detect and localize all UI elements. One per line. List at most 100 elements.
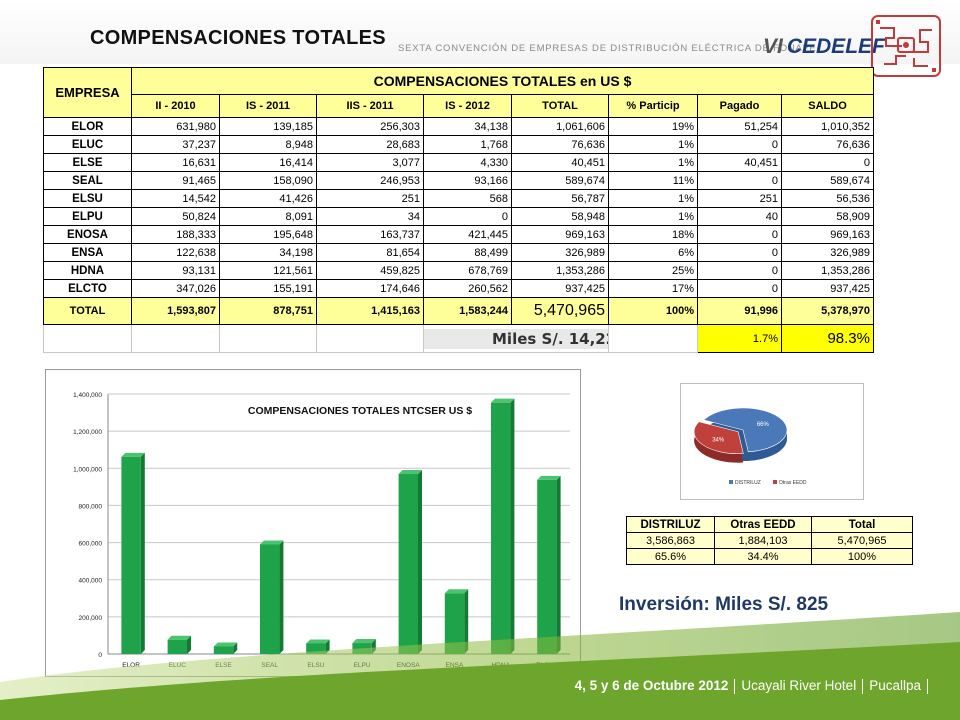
empty-cell xyxy=(43,324,132,353)
table-cell: 969,163 xyxy=(511,225,609,244)
bar-seal xyxy=(259,544,280,654)
balance-percent: 98.3% xyxy=(781,324,874,353)
pie-chart: 66% 34% DISTRILUZ Otras EEDD xyxy=(680,383,864,500)
table-cell: 1% xyxy=(608,153,698,172)
table-cell: 51,254 xyxy=(697,117,782,136)
table-cell: 0 xyxy=(423,207,512,226)
company-name: ELSE xyxy=(43,153,132,172)
column-header: Pagado xyxy=(697,94,782,118)
table-row: ELPU 50,824 8,091 34 0 58,948 1% 40 58,909 xyxy=(43,207,874,226)
bar-side xyxy=(510,398,515,654)
header-band xyxy=(0,0,960,64)
table-cell: 40,451 xyxy=(697,153,782,172)
bar-side xyxy=(140,452,145,654)
table-row: ELSU 14,542 41,426 251 568 56,787 1% 251 56,536 xyxy=(43,189,874,208)
table-cell: 589,674 xyxy=(781,171,874,190)
table-cell: 11% xyxy=(608,171,698,190)
emblem-logo xyxy=(871,15,941,77)
y-tick-label: 800,000 xyxy=(79,503,103,510)
summary-header-otras: Otras EEDD xyxy=(714,516,812,533)
bar-chart: 0 200,000 400,000 600,000 800,000 1,000,000 1,… xyxy=(45,369,581,677)
table-cell: 1% xyxy=(608,207,698,226)
investment-label: Inversión: Miles S/. 825 xyxy=(619,594,829,615)
table-row: ENOSA 188,333 195,648 163,737 421,445 969,163… xyxy=(43,225,874,244)
y-tick-label: 1,400,000 xyxy=(73,392,102,399)
table-cell: 678,769 xyxy=(423,261,512,280)
y-tick-label: 600,000 xyxy=(79,541,103,548)
table-cell: 41,426 xyxy=(219,189,317,208)
table-cell: 251 xyxy=(316,189,424,208)
legend-label: Otras EEDD xyxy=(779,480,807,486)
summary-header-distriluz: DISTRILUZ xyxy=(626,516,715,533)
pie-slice-label: 66% xyxy=(757,422,770,428)
total-cell: 1,583,244 xyxy=(423,297,512,325)
table-cell: 88,499 xyxy=(423,243,512,262)
table-cell: 937,425 xyxy=(781,279,874,298)
brand-prefix: VI xyxy=(763,35,783,58)
total-cell: 878,751 xyxy=(219,297,317,325)
table-cell: 347,026 xyxy=(131,279,220,298)
company-name: ELOR xyxy=(43,117,132,136)
table-cell: 4,330 xyxy=(423,153,512,172)
pie-slice-otras-eedd xyxy=(693,421,744,455)
table-row: HDNA 93,131 121,561 459,825 678,769 1,353,286… xyxy=(43,261,874,280)
table-cell: 969,163 xyxy=(781,225,874,244)
bar-else xyxy=(213,646,234,654)
summary-header-total: Total xyxy=(811,516,913,533)
table-cell: 1% xyxy=(608,189,698,208)
table-cell: 19% xyxy=(608,117,698,136)
company-column-header: EMPRESA xyxy=(43,67,132,118)
table-cell: 188,333 xyxy=(131,225,220,244)
table-cell: 326,989 xyxy=(511,243,609,262)
table-cell: 1,353,286 xyxy=(781,261,874,280)
table-cell: 459,825 xyxy=(316,261,424,280)
table-row: ELCTO 347,026 155,191 174,646 260,562 937,425… xyxy=(43,279,874,298)
table-row: SEAL 91,465 158,090 246,953 93,166 589,674 11%… xyxy=(43,171,874,190)
bar-side xyxy=(464,589,469,654)
column-header: II - 2010 xyxy=(131,94,220,118)
miles-note-cell: Miles S/. 14,225 xyxy=(423,324,609,353)
company-name: ENOSA xyxy=(43,225,132,244)
table-cell: 16,414 xyxy=(219,153,317,172)
bar-side xyxy=(279,540,284,654)
legend-label: DISTRILUZ xyxy=(735,480,761,486)
summary-amount-distriluz: 3,586,863 xyxy=(626,532,715,549)
table-cell: 18% xyxy=(608,225,698,244)
bar-top xyxy=(398,470,423,475)
total-cell: 100% xyxy=(608,297,698,325)
footer-event-info: 4, 5 y 6 de Octubre 2012 Ucayali River Ho… xyxy=(575,678,934,694)
column-header: IS - 2011 xyxy=(219,94,317,118)
footer-city: Pucallpa xyxy=(869,678,921,693)
total-row: TOTAL 1,593,807 878,751 1,415,163 1,583,244 5… xyxy=(43,297,874,325)
footer-venue: Ucayali River Hotel xyxy=(741,678,857,693)
table-cell: 25% xyxy=(608,261,698,280)
table-cell: 251 xyxy=(697,189,782,208)
bar-side xyxy=(187,635,192,654)
table-cell: 0 xyxy=(697,135,782,154)
bar-top xyxy=(490,398,515,403)
bar-side xyxy=(325,639,330,654)
empty-cell xyxy=(219,324,317,353)
column-header: TOTAL xyxy=(511,94,609,118)
company-name: ENSA xyxy=(43,243,132,262)
table-cell: 50,824 xyxy=(131,207,220,226)
summary-percent-otras: 34.4% xyxy=(714,548,812,565)
table-cell: 195,648 xyxy=(219,225,317,244)
pie-slice-label: 34% xyxy=(712,438,725,444)
summary-amount-otras: 1,884,103 xyxy=(714,532,812,549)
table-cell: 93,131 xyxy=(131,261,220,280)
table-row: ELOR 631,980 139,185 256,303 34,138 1,061,606… xyxy=(43,117,874,136)
table-cell: 326,989 xyxy=(781,243,874,262)
table-cell: 246,953 xyxy=(316,171,424,190)
table-cell: 8,948 xyxy=(219,135,317,154)
table-row: ELUC 37,237 8,948 28,683 1,768 76,636 1% 0 76,63… xyxy=(43,135,874,154)
table-cell: 122,638 xyxy=(131,243,220,262)
bar-hdna xyxy=(490,402,511,654)
table-cell: 40,451 xyxy=(511,153,609,172)
paid-percent: 1.7% xyxy=(697,324,782,353)
table-cell: 76,636 xyxy=(511,135,609,154)
table-cell: 1,010,352 xyxy=(781,117,874,136)
total-cell: 91,996 xyxy=(697,297,782,325)
bar-top xyxy=(537,475,561,480)
bar-side xyxy=(418,470,423,654)
